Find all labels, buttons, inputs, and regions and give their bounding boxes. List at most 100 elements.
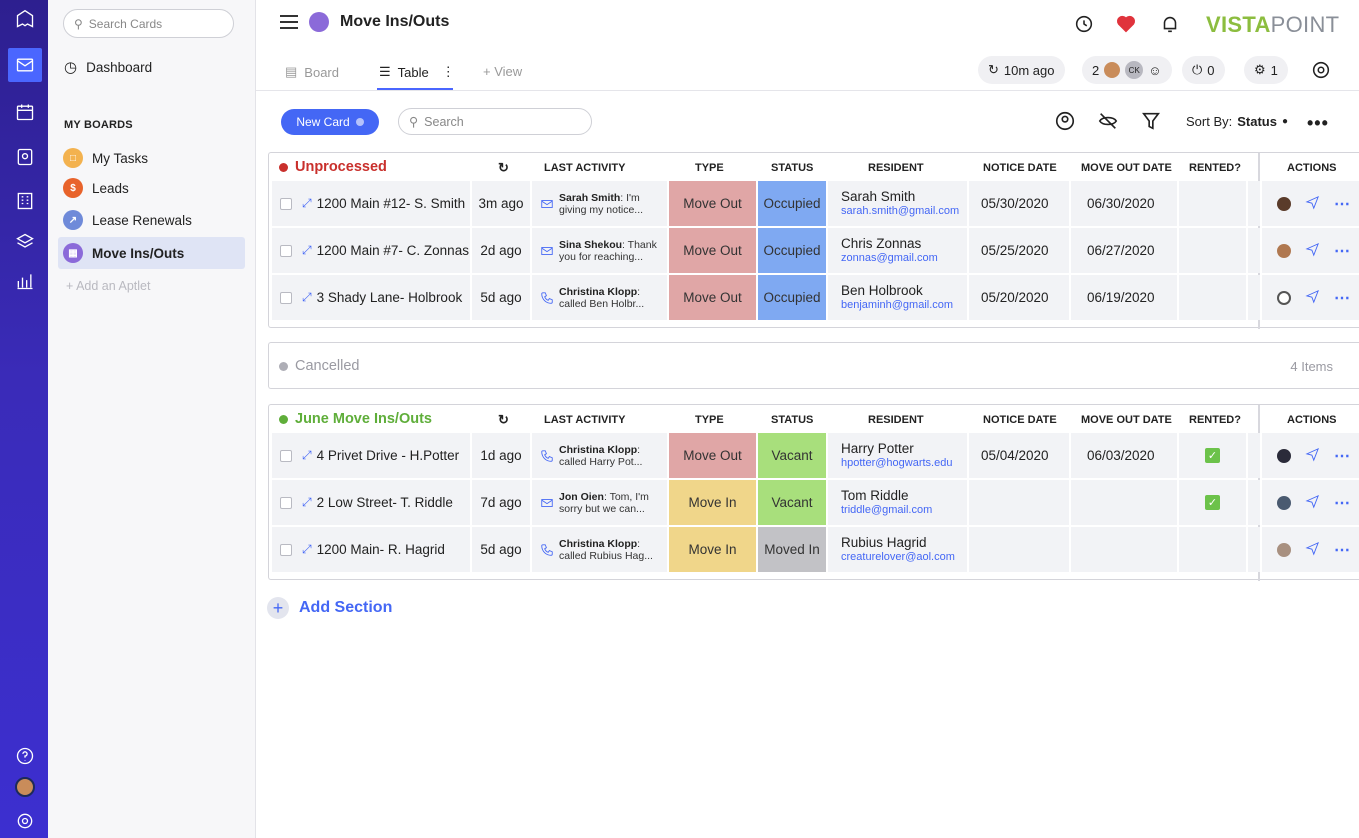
resident-cell[interactable]: Ben Holbrook benjaminh@gmail.com <box>828 275 967 320</box>
more-options-icon[interactable]: ••• <box>1307 113 1329 133</box>
avatar[interactable] <box>1277 243 1291 258</box>
col-rented[interactable]: RENTED? <box>1189 414 1241 426</box>
add-aptlet-link[interactable]: + Add an Aptlet <box>66 279 151 293</box>
sidebar-item-my-tasks[interactable]: □ My Tasks <box>58 142 245 174</box>
menu-icon[interactable] <box>280 15 298 29</box>
status-cell[interactable]: Occupied <box>758 181 826 226</box>
expand-icon[interactable]: ⤢ <box>302 243 312 257</box>
bell-icon[interactable] <box>1156 10 1184 38</box>
move-out-date-cell[interactable]: 06/30/2020 <box>1071 181 1177 226</box>
row-checkbox[interactable] <box>280 543 292 556</box>
add-section-button[interactable]: + Add Section <box>267 597 392 619</box>
last-activity-cell[interactable]: Sina Shekou: Thank you for reaching... <box>532 228 667 273</box>
move-out-date-cell[interactable] <box>1071 480 1177 525</box>
resident-cell[interactable]: Chris Zonnas zonnas@gmail.com <box>828 228 967 273</box>
hide-icon[interactable] <box>1097 110 1119 132</box>
expand-icon[interactable]: ⤢ <box>302 290 312 304</box>
card-name-cell[interactable]: ⤢ 1200 Main #7- C. Zonnas <box>272 228 470 273</box>
col-notice-date[interactable]: NOTICE DATE <box>983 162 1057 174</box>
rented-cell[interactable] <box>1179 228 1246 273</box>
history-icon[interactable] <box>1070 10 1098 38</box>
resident-cell[interactable]: Harry Potter hpotter@hogwarts.edu <box>828 433 967 478</box>
user-filter-icon[interactable] <box>1054 110 1076 132</box>
col-rented[interactable]: RENTED? <box>1189 162 1241 174</box>
move-out-date-cell[interactable]: 06/27/2020 <box>1071 228 1177 273</box>
col-notice-date[interactable]: NOTICE DATE <box>983 414 1057 426</box>
col-status[interactable]: STATUS <box>771 414 814 426</box>
section-cancelled[interactable]: Cancelled 4 Items <box>268 342 1359 389</box>
building-icon[interactable] <box>14 190 36 212</box>
send-icon[interactable] <box>1305 541 1320 559</box>
rented-cell[interactable]: ✓ <box>1179 480 1246 525</box>
move-out-date-cell[interactable]: 06/03/2020 <box>1071 433 1177 478</box>
table-row[interactable]: ⤢ 1200 Main #12- S. Smith 3m ago Sarah Sm… <box>272 181 1359 227</box>
table-row[interactable]: ⤢ 4 Privet Drive - H.Potter 1d ago Christ… <box>272 433 1359 479</box>
send-icon[interactable] <box>1305 447 1320 465</box>
section-title[interactable]: Cancelled <box>279 358 360 374</box>
col-type[interactable]: TYPE <box>695 162 724 174</box>
rented-cell[interactable] <box>1179 181 1246 226</box>
resident-cell[interactable]: Rubius Hagrid creaturelover@aol.com <box>828 527 967 572</box>
avatar[interactable] <box>1277 196 1291 211</box>
last-activity-cell[interactable]: Christina Klopp: called Ben Holbr... <box>532 275 667 320</box>
send-icon[interactable] <box>1305 195 1320 213</box>
table-row[interactable]: ⤢ 2 Low Street- T. Riddle 7d ago Jon Oien… <box>272 480 1359 526</box>
avatar[interactable] <box>1277 448 1291 463</box>
col-resident[interactable]: RESIDENT <box>868 162 924 174</box>
tab-board[interactable]: ▤ Board <box>285 64 339 80</box>
add-view-button[interactable]: + View <box>483 64 523 79</box>
card-name-cell[interactable]: ⤢ 1200 Main #12- S. Smith <box>272 181 470 226</box>
integrations-button[interactable]: ⏻ 0 <box>1182 56 1225 84</box>
heart-icon[interactable] <box>1112 10 1140 38</box>
expand-icon[interactable]: ⤢ <box>302 495 312 509</box>
notice-date-cell[interactable]: 05/25/2020 <box>969 228 1069 273</box>
sidebar-item-dashboard[interactable]: ◷ Dashboard <box>64 58 152 76</box>
sync-status[interactable]: ↻ 10m ago <box>978 56 1065 84</box>
col-status[interactable]: STATUS <box>771 162 814 174</box>
status-cell[interactable]: Vacant <box>758 480 826 525</box>
layers-icon[interactable] <box>14 231 36 253</box>
rented-cell[interactable] <box>1179 527 1246 572</box>
avatar[interactable] <box>1277 495 1291 510</box>
user-avatar[interactable] <box>14 776 36 798</box>
resident-cell[interactable]: Tom Riddle triddle@gmail.com <box>828 480 967 525</box>
notice-date-cell[interactable]: 05/20/2020 <box>969 275 1069 320</box>
resident-email[interactable]: triddle@gmail.com <box>841 503 933 516</box>
status-cell[interactable]: Moved In <box>758 527 826 572</box>
type-cell[interactable]: Move In <box>669 480 756 525</box>
col-move-out-date[interactable]: MOVE OUT DATE <box>1081 414 1172 426</box>
search-input[interactable]: ⚲ Search <box>398 108 592 135</box>
notice-date-cell[interactable] <box>969 480 1069 525</box>
sidebar-item-leads[interactable]: $ Leads <box>58 172 245 204</box>
kebab-icon[interactable]: ⋮ <box>441 64 455 79</box>
col-resident[interactable]: RESIDENT <box>868 414 924 426</box>
notice-date-cell[interactable] <box>969 527 1069 572</box>
section-title[interactable]: June Move Ins/Outs <box>279 411 432 427</box>
sidebar-item-lease-renewals[interactable]: ↗ Lease Renewals <box>58 204 245 236</box>
rented-cell[interactable]: ✓ <box>1179 433 1246 478</box>
card-name-cell[interactable]: ⤢ 4 Privet Drive - H.Potter <box>272 433 470 478</box>
search-cards-input[interactable]: ⚲ Search Cards <box>63 9 234 38</box>
row-more-icon[interactable]: ⋯ <box>1334 242 1351 260</box>
watchers-button[interactable]: 2 CK ☺ <box>1082 56 1172 84</box>
status-cell[interactable]: Occupied <box>758 275 826 320</box>
type-cell[interactable]: Move Out <box>669 433 756 478</box>
last-activity-cell[interactable]: Sarah Smith: I'm giving my notice... <box>532 181 667 226</box>
expand-icon[interactable]: ⤢ <box>302 196 312 210</box>
filter-icon[interactable] <box>1140 110 1162 132</box>
rented-cell[interactable] <box>1179 275 1246 320</box>
inbox-icon[interactable] <box>8 48 42 82</box>
contacts-icon[interactable] <box>14 146 36 168</box>
notice-date-cell[interactable]: 05/04/2020 <box>969 433 1069 478</box>
type-cell[interactable]: Move Out <box>669 275 756 320</box>
card-name-cell[interactable]: ⤢ 2 Low Street- T. Riddle <box>272 480 470 525</box>
col-last-activity[interactable]: LAST ACTIVITY <box>544 162 626 174</box>
card-name-cell[interactable]: ⤢ 3 Shady Lane- Holbrook <box>272 275 470 320</box>
resident-email[interactable]: zonnas@gmail.com <box>841 251 938 264</box>
sort-by-control[interactable]: Sort By: Status ● <box>1186 114 1288 129</box>
row-checkbox[interactable] <box>280 449 292 462</box>
table-row[interactable]: ⤢ 1200 Main #7- C. Zonnas 2d ago Sina She… <box>272 228 1359 274</box>
resident-email[interactable]: benjaminh@gmail.com <box>841 298 954 311</box>
analytics-icon[interactable] <box>14 270 36 292</box>
avatar[interactable] <box>1277 290 1291 305</box>
